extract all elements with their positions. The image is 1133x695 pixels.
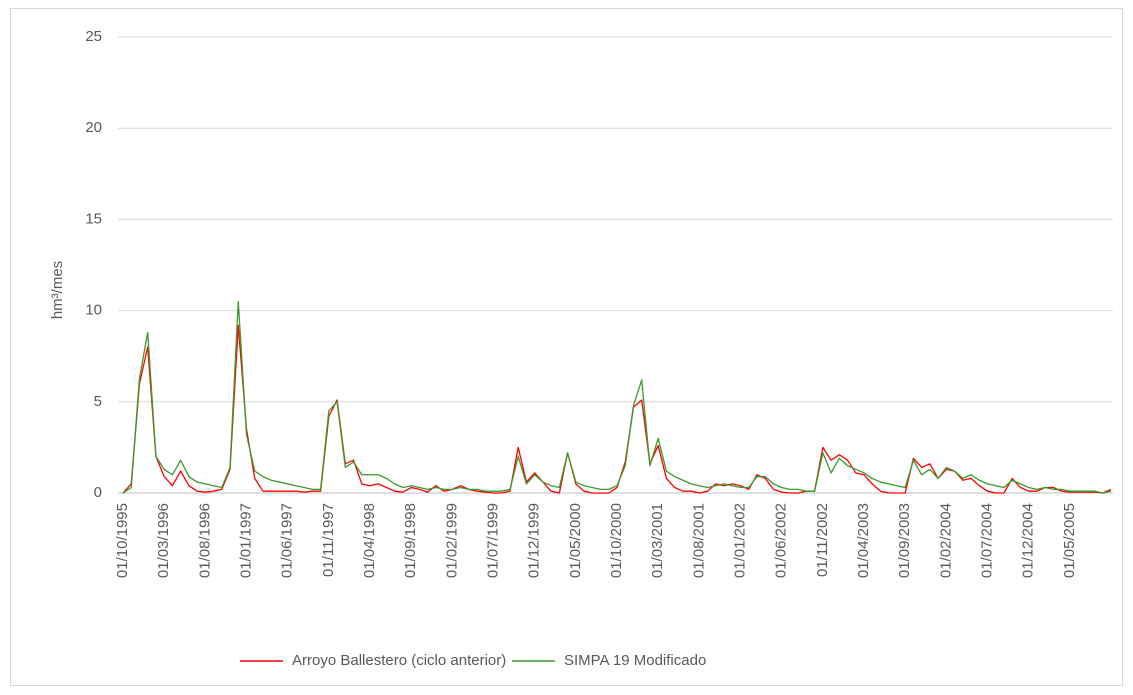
x-tick-label: 01/07/2004 <box>978 503 995 578</box>
chart-border <box>10 8 1123 686</box>
x-tick-label: 01/04/2003 <box>855 503 872 578</box>
series-line <box>122 324 1112 494</box>
y-tick-label: 15 <box>85 210 102 227</box>
x-tick-label: 01/12/1999 <box>526 503 543 578</box>
y-tick-label: 0 <box>94 484 102 501</box>
x-tick-label: 01/05/2000 <box>567 503 584 578</box>
legend-label: SIMPA 19 Modificado <box>564 652 706 669</box>
x-tick-label: 01/11/1997 <box>320 503 337 577</box>
x-tick-label: 01/02/1999 <box>443 503 460 578</box>
x-tick-label: 01/08/2001 <box>690 503 707 578</box>
x-tick-label: 01/10/2000 <box>608 503 625 578</box>
x-tick-label: 01/04/1998 <box>361 503 378 578</box>
x-tick-label: 01/09/1998 <box>402 503 419 578</box>
legend-label: Arroyo Ballestero (ciclo anterior) <box>292 652 506 669</box>
x-tick-label: 01/03/1996 <box>155 503 172 578</box>
y-tick-label: 10 <box>85 302 102 319</box>
x-tick-label: 01/06/2002 <box>773 503 790 578</box>
x-tick-label: 01/01/1997 <box>237 503 254 578</box>
y-axis-label: hm³/mes <box>49 261 66 319</box>
x-tick-label: 01/05/2005 <box>1061 503 1078 578</box>
x-tick-label: 01/11/2002 <box>814 503 831 577</box>
y-tick-label: 5 <box>94 393 102 410</box>
x-tick-label: 01/06/1997 <box>279 503 296 578</box>
x-tick-label: 01/03/2001 <box>649 503 666 578</box>
y-tick-label: 25 <box>85 28 102 45</box>
x-tick-label: 01/10/1995 <box>114 503 131 578</box>
x-tick-label: 01/02/2004 <box>937 503 954 578</box>
y-tick-label: 20 <box>85 119 102 136</box>
x-tick-label: 01/07/1999 <box>484 503 501 578</box>
x-tick-label: 01/09/2003 <box>896 503 913 578</box>
series-line <box>122 300 1112 494</box>
x-tick-label: 01/08/1996 <box>196 503 213 578</box>
x-tick-label: 01/12/2004 <box>1020 503 1037 578</box>
x-tick-label: 01/01/2002 <box>731 503 748 578</box>
